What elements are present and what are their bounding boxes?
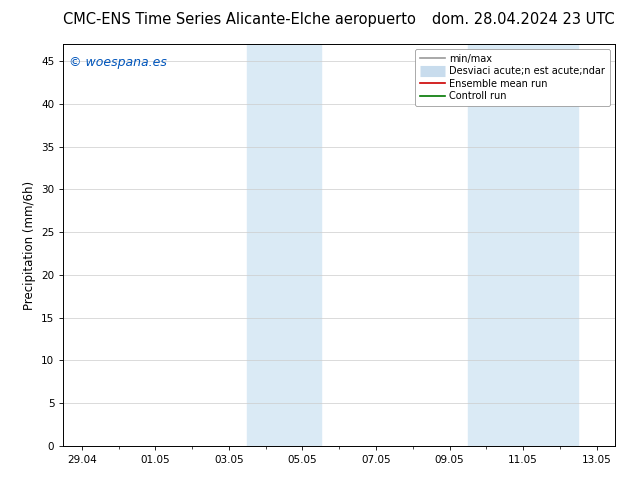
Text: dom. 28.04.2024 23 UTC: dom. 28.04.2024 23 UTC (432, 12, 615, 27)
Text: © woespana.es: © woespana.es (69, 56, 167, 69)
Legend: min/max, Desviaci acute;n est acute;ndar, Ensemble mean run, Controll run: min/max, Desviaci acute;n est acute;ndar… (415, 49, 610, 106)
Bar (247, 44, 321, 446)
Y-axis label: Precipitation (mm/6h): Precipitation (mm/6h) (23, 180, 36, 310)
Bar (468, 44, 578, 446)
Text: CMC-ENS Time Series Alicante-Elche aeropuerto: CMC-ENS Time Series Alicante-Elche aerop… (63, 12, 417, 27)
